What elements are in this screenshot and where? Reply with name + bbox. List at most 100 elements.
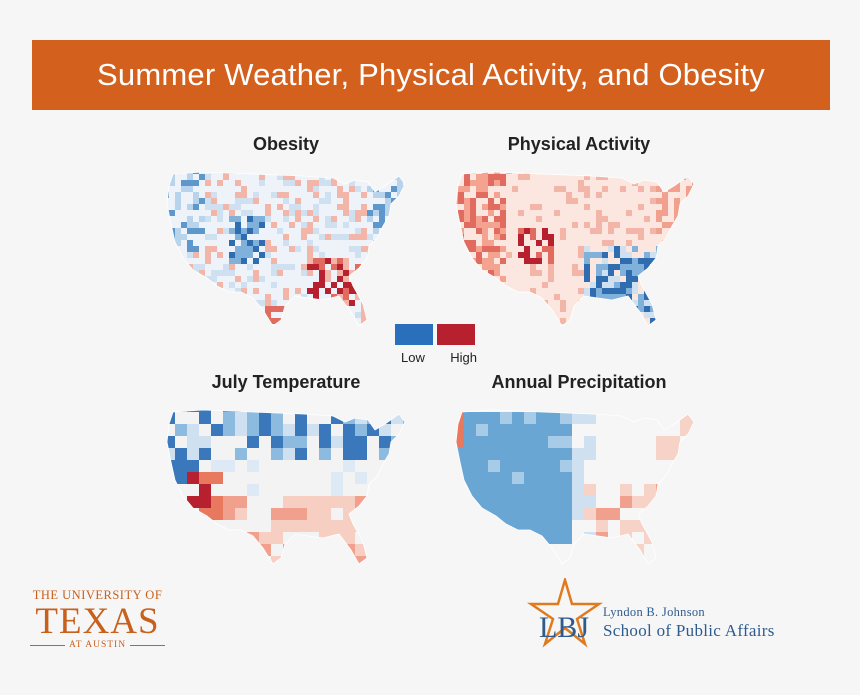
map-cell	[500, 204, 506, 210]
map-cell	[626, 276, 632, 282]
map-cell	[247, 198, 253, 204]
map-cell	[319, 324, 325, 326]
map-cell	[167, 174, 169, 180]
map-cell	[524, 300, 530, 306]
map-cell	[518, 234, 524, 240]
map-cell	[500, 174, 506, 180]
map-cell	[325, 288, 331, 294]
map-cell	[167, 172, 169, 174]
map-cell	[259, 412, 271, 424]
map-cell	[277, 228, 283, 234]
map-cell	[560, 228, 566, 234]
map-cell	[476, 412, 488, 424]
map-cell	[662, 192, 668, 198]
map-cell	[169, 180, 175, 186]
map-cell	[175, 448, 187, 460]
map-cell	[464, 532, 476, 544]
map-cell	[488, 210, 494, 216]
map-cell	[205, 258, 211, 264]
map-cell	[313, 288, 319, 294]
map-cell	[193, 300, 199, 306]
map-cell	[217, 216, 223, 222]
map-cell	[686, 258, 692, 264]
map-cell	[488, 246, 494, 252]
map-cell	[620, 556, 632, 564]
map-cell	[638, 186, 644, 192]
map-cell	[229, 210, 235, 216]
map-cell	[331, 264, 337, 270]
map-cell	[548, 258, 554, 264]
map-cell	[235, 508, 247, 520]
map-cell	[247, 324, 253, 326]
map-cell	[167, 412, 175, 424]
map-cell	[167, 324, 169, 326]
map-cell	[403, 496, 405, 508]
map-cell	[458, 264, 464, 270]
map-cell	[301, 318, 307, 324]
map-cell	[656, 288, 662, 294]
map-cell	[572, 222, 578, 228]
map-cell	[313, 306, 319, 312]
map-cell	[608, 276, 614, 282]
map-cell	[560, 424, 572, 436]
map-july-temperature	[163, 400, 413, 575]
map-cell	[608, 282, 614, 288]
map-cell	[650, 282, 656, 288]
map-cell	[325, 270, 331, 276]
map-cell	[409, 216, 413, 222]
map-cell	[482, 192, 488, 198]
map-cell	[560, 532, 572, 544]
map-cell	[199, 288, 205, 294]
map-cell	[187, 174, 193, 180]
map-cell	[295, 324, 301, 326]
map-cell	[560, 484, 572, 496]
map-cell	[211, 210, 217, 216]
map-cell	[668, 520, 680, 532]
map-cell	[476, 306, 482, 312]
map-cell	[241, 186, 247, 192]
map-cell	[584, 496, 596, 508]
map-cell	[307, 544, 319, 556]
map-cell	[662, 198, 668, 204]
map-cell	[241, 192, 247, 198]
map-cell	[470, 276, 476, 282]
map-cell	[620, 288, 626, 294]
map-cell	[494, 252, 500, 258]
map-cell	[343, 172, 349, 174]
map-cell	[572, 330, 578, 336]
map-cell	[271, 282, 277, 288]
map-cell	[367, 186, 373, 192]
map-cell	[632, 312, 638, 318]
map-cell	[343, 210, 349, 216]
map-cell	[584, 288, 590, 294]
map-cell	[235, 180, 241, 186]
map-cell	[337, 330, 343, 336]
map-cell	[620, 520, 632, 532]
map-cell	[169, 300, 175, 306]
map-cell	[259, 222, 265, 228]
map-cell	[614, 222, 620, 228]
map-cell	[548, 472, 560, 484]
map-cell	[397, 246, 403, 252]
map-cell	[361, 246, 367, 252]
map-cell	[542, 234, 548, 240]
map-cell	[578, 246, 584, 252]
map-cell	[464, 210, 470, 216]
map-cell	[476, 520, 488, 532]
map-cell	[596, 544, 608, 556]
map-cell	[349, 162, 355, 168]
map-cell	[223, 270, 229, 276]
map-cell	[560, 508, 572, 520]
map-cell	[524, 472, 536, 484]
map-cell	[494, 204, 500, 210]
map-cell	[662, 252, 668, 258]
map-cell	[361, 270, 367, 276]
map-cell	[464, 186, 470, 192]
map-cell	[548, 532, 560, 544]
map-cell	[373, 336, 379, 337]
map-cell	[265, 246, 271, 252]
map-cell	[307, 556, 319, 564]
map-cell	[620, 246, 626, 252]
map-cell	[458, 312, 464, 318]
map-cell	[379, 240, 385, 246]
